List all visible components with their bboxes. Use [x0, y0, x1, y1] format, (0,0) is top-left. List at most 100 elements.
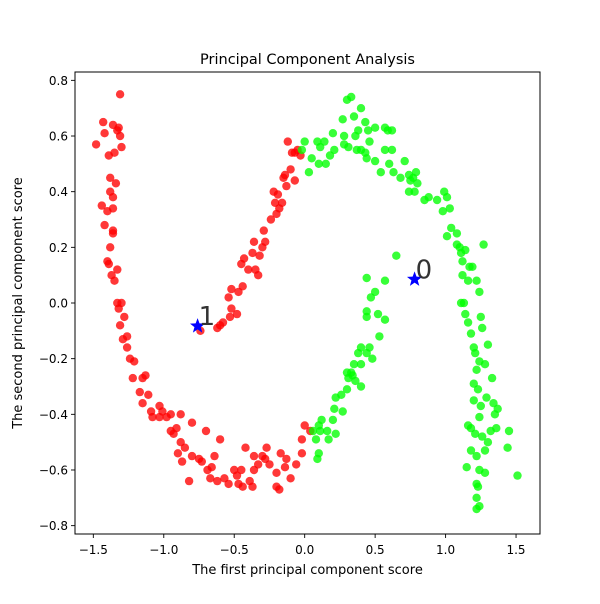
- y-tick-label: −0.2: [39, 352, 68, 366]
- data-point: [251, 265, 260, 274]
- data-point: [472, 504, 481, 514]
- data-point: [106, 243, 115, 252]
- data-point: [466, 446, 476, 455]
- data-point: [362, 312, 371, 322]
- y-tick-label: 0.2: [49, 241, 68, 255]
- data-point: [106, 173, 115, 182]
- data-point: [482, 393, 491, 402]
- data-point: [276, 449, 285, 458]
- data-point: [373, 309, 383, 319]
- x-tick-label: 1.0: [436, 543, 455, 557]
- data-point: [308, 426, 318, 436]
- data-point: [387, 145, 397, 155]
- data-point: [286, 474, 295, 483]
- data-point: [370, 156, 380, 166]
- data-point: [362, 348, 371, 358]
- data-point: [461, 245, 470, 255]
- data-point: [473, 385, 483, 394]
- data-point: [244, 265, 253, 274]
- data-point: [261, 237, 270, 246]
- data-point: [311, 435, 321, 444]
- data-point: [330, 404, 339, 413]
- data-point: [476, 312, 485, 322]
- data-point: [411, 168, 421, 177]
- data-point: [365, 137, 374, 146]
- data-point: [115, 131, 125, 141]
- data-point: [380, 315, 390, 324]
- data-point: [366, 293, 376, 302]
- data-point: [469, 343, 478, 352]
- data-point: [368, 354, 377, 363]
- data-point: [328, 129, 338, 138]
- data-point: [241, 443, 250, 452]
- data-point: [493, 404, 502, 413]
- data-point: [100, 129, 109, 138]
- data-point: [492, 424, 501, 433]
- data-point: [380, 276, 390, 285]
- data-point: [269, 187, 278, 196]
- centroid-label: 1: [199, 302, 216, 332]
- centroid-star-icon: [406, 271, 423, 286]
- data-point: [480, 360, 490, 369]
- data-point: [331, 429, 340, 438]
- data-point: [375, 332, 384, 341]
- data-point: [111, 179, 121, 188]
- data-point: [487, 373, 497, 383]
- data-point: [227, 284, 236, 294]
- data-point: [472, 479, 481, 489]
- data-point: [351, 131, 360, 141]
- data-point: [292, 460, 301, 469]
- data-point: [504, 426, 514, 436]
- data-point: [115, 90, 125, 99]
- data-point: [463, 318, 473, 327]
- data-point: [338, 115, 347, 124]
- data-point: [447, 223, 456, 233]
- data-point: [100, 220, 109, 230]
- data-point: [472, 493, 481, 502]
- data-point: [138, 399, 147, 408]
- data-point: [297, 435, 307, 444]
- data-point: [207, 463, 216, 472]
- data-point: [480, 446, 490, 455]
- data-point: [404, 187, 414, 196]
- data-point: [389, 168, 398, 177]
- data-point: [331, 393, 340, 402]
- data-point: [354, 348, 363, 358]
- data-point: [328, 415, 338, 425]
- data-point: [206, 474, 215, 483]
- data-point: [324, 435, 333, 444]
- data-point: [344, 373, 353, 383]
- y-tick-label: −0.6: [39, 463, 68, 477]
- data-point: [442, 193, 452, 202]
- data-point: [445, 204, 454, 213]
- data-point: [300, 421, 309, 430]
- data-point: [201, 426, 211, 436]
- data-point: [110, 148, 119, 157]
- data-point: [376, 168, 385, 177]
- data-point: [387, 126, 397, 135]
- data-point: [128, 373, 137, 383]
- data-point: [475, 412, 484, 422]
- data-point: [122, 343, 132, 352]
- x-tick-label: −1.0: [149, 543, 178, 557]
- y-tick-label: 0.4: [49, 185, 68, 199]
- data-point: [113, 265, 122, 274]
- data-point: [300, 137, 309, 146]
- data-point: [283, 137, 292, 146]
- data-point: [141, 371, 150, 380]
- data-point: [173, 449, 183, 458]
- data-point: [237, 465, 246, 475]
- data-point: [290, 176, 299, 185]
- data-point: [458, 271, 467, 280]
- data-point: [361, 117, 370, 127]
- data-point: [286, 165, 295, 174]
- data-point: [282, 181, 291, 191]
- data-point: [249, 451, 259, 461]
- data-point: [380, 145, 390, 155]
- data-point: [104, 259, 114, 269]
- data-point: [472, 276, 481, 285]
- y-tick-label: −0.8: [39, 519, 68, 533]
- data-point: [248, 482, 257, 491]
- data-point: [478, 323, 487, 333]
